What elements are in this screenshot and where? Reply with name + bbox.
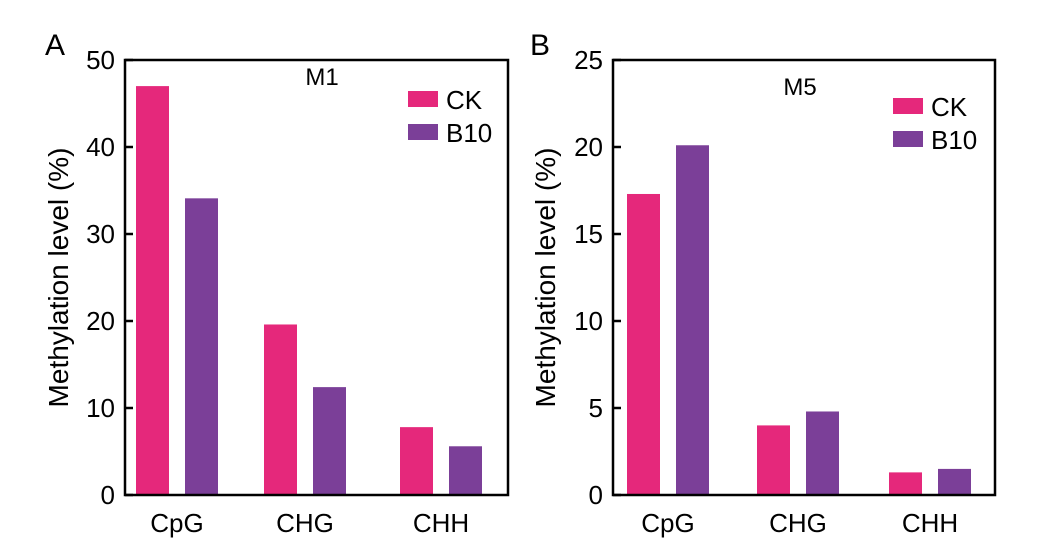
legend-swatch-ck [408,91,438,107]
bar-b10-chg [313,387,346,495]
legend-label-b10: B10 [446,118,492,148]
y-tick-label: 10 [86,393,115,423]
y-tick-label: 40 [86,132,115,162]
x-tick-label: CpG [150,508,203,538]
y-tick-label: 0 [589,480,603,510]
legend-swatch-b10 [893,131,923,147]
x-tick-label: CpG [641,508,694,538]
y-tick-label: 20 [86,306,115,336]
panel-b: B 0 5 10 15 20 25 CpG CHG CHH Methylation level (%… [530,29,997,538]
y-tick-label: 15 [574,219,603,249]
x-tick-label: CHG [769,508,827,538]
y-tick-label: 25 [574,45,603,75]
x-tick-label: CHG [276,508,334,538]
chart-title: M5 [783,74,816,101]
y-tick-label: 20 [574,132,603,162]
bar-b10-chh [449,446,482,495]
legend-swatch-b10 [408,124,438,140]
bar-b10-chg [806,411,839,495]
y-tick-label: 50 [86,45,115,75]
chart-title: M1 [305,64,338,91]
bar-b10-cpg [185,198,218,495]
y-tick-label: 30 [86,219,115,249]
y-axis-label: Methylation level (%) [43,148,74,408]
bar-ck-chh [400,427,433,495]
panel-label: B [530,29,550,62]
plot-frame [611,58,997,497]
x-tick-label: CHH [413,508,469,538]
y-tick-label: 10 [574,306,603,336]
x-tick-label: CHH [902,508,958,538]
panel-a: A 0 10 20 30 40 50 CpG CHG CHH Methylation level (… [43,29,510,538]
bar-ck-cpg [627,193,660,496]
panel-label: A [45,29,65,62]
bar-ck-chg [264,324,297,495]
legend-swatch-ck [893,98,923,114]
legend-label-ck: CK [446,85,483,115]
y-tick-label: 0 [101,480,115,510]
bar-ck-chg [757,425,790,495]
y-axis-label: Methylation level (%) [530,148,561,408]
bar-b10-chh [938,468,971,495]
bar-ck-cpg [136,86,169,495]
bar-b10-cpg [676,145,709,495]
legend-label-b10: B10 [931,125,977,155]
y-tick-label: 5 [589,393,603,423]
legend-label-ck: CK [931,92,968,122]
bar-ck-chh [889,472,922,495]
plot-frame [123,58,510,497]
